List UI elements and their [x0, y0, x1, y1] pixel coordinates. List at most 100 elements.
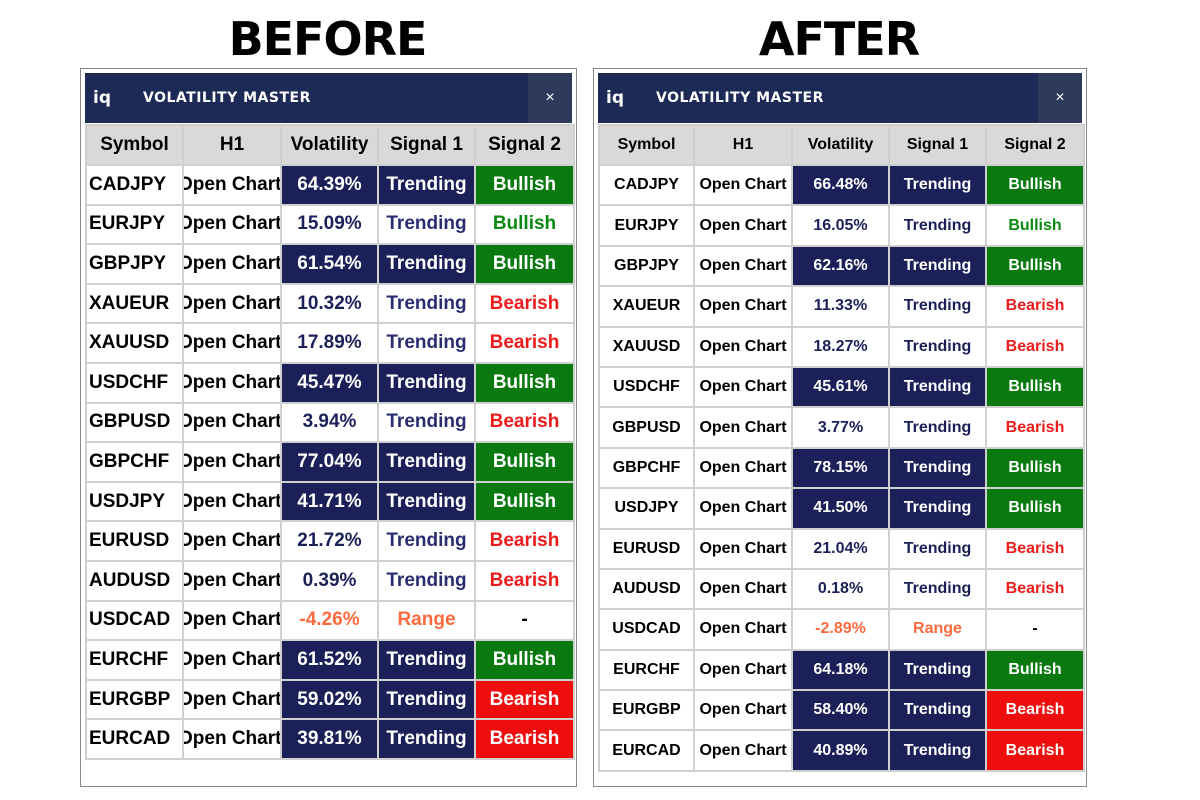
open-chart-link[interactable]: Open Chart — [693, 244, 793, 288]
table-row: XAUEUR Open Chart 11.33% Trending Bearish — [598, 285, 1085, 328]
signal-1-cell: Trending — [888, 204, 987, 247]
open-chart-link[interactable]: Open Chart — [693, 689, 793, 732]
open-chart-link[interactable]: Open Chart — [693, 365, 793, 409]
open-chart-link[interactable]: Open Chart — [182, 599, 282, 642]
signal-2-cell: Bearish — [474, 559, 575, 602]
signal-1-cell: Trending — [888, 365, 987, 409]
signal-2-cell: Bearish — [474, 520, 575, 562]
symbol-cell: EURCHF — [598, 648, 695, 692]
signal-2-cell: Bullish — [985, 365, 1085, 409]
signal-2-cell: - — [985, 608, 1085, 651]
open-chart-link[interactable]: Open Chart — [693, 608, 793, 651]
signal-2-cell: Bullish — [474, 361, 575, 404]
signal-2-cell: Bullish — [474, 203, 575, 246]
volatility-cell: 66.48% — [791, 163, 890, 207]
symbol-cell: XAUEUR — [85, 282, 184, 325]
signal-2-cell: Bearish — [474, 678, 575, 721]
symbol-cell: EURUSD — [598, 527, 695, 570]
signal-2-cell: Bearish — [985, 567, 1085, 611]
symbol-cell: XAUUSD — [598, 325, 695, 368]
symbol-cell: EURCAD — [85, 718, 184, 760]
open-chart-link[interactable]: Open Chart — [182, 480, 282, 523]
open-chart-link[interactable]: Open Chart — [182, 639, 282, 681]
table-row: GBPJPY Open Chart 62.16% Trending Bullish — [598, 244, 1085, 288]
volatility-cell: 0.18% — [791, 567, 890, 611]
open-chart-link[interactable]: Open Chart — [693, 285, 793, 328]
signal-1-cell: Trending — [377, 678, 476, 721]
table-row: EURGBP Open Chart 58.40% Trending Bearish — [598, 689, 1085, 732]
symbol-cell: EURGBP — [598, 689, 695, 732]
open-chart-link[interactable]: Open Chart — [182, 441, 282, 483]
column-header-signal-1: Signal 1 — [377, 124, 476, 166]
symbol-cell: CADJPY — [85, 164, 184, 206]
volatility-cell: 3.77% — [791, 406, 890, 449]
open-chart-link[interactable]: Open Chart — [693, 729, 793, 772]
symbol-cell: USDCAD — [598, 608, 695, 651]
open-chart-link[interactable]: Open Chart — [182, 361, 282, 404]
symbol-cell: AUDUSD — [598, 567, 695, 611]
table-row: EURJPY Open Chart 15.09% Trending Bullish — [85, 203, 575, 246]
table-row: XAUEUR Open Chart 10.32% Trending Bearish — [85, 282, 575, 325]
symbol-cell: XAUEUR — [598, 285, 695, 328]
open-chart-link[interactable]: Open Chart — [182, 718, 282, 760]
symbol-cell: USDCHF — [598, 365, 695, 409]
open-chart-link[interactable]: Open Chart — [182, 164, 282, 206]
table-row: EURCHF Open Chart 61.52% Trending Bullish — [85, 639, 575, 681]
signal-1-cell: Trending — [888, 325, 987, 368]
volatility-cell: 18.27% — [791, 325, 890, 368]
iq-logo: iq — [606, 88, 624, 108]
open-chart-link[interactable]: Open Chart — [182, 520, 282, 562]
open-chart-link[interactable]: Open Chart — [182, 678, 282, 721]
open-chart-link[interactable]: Open Chart — [182, 282, 282, 325]
column-header-h1: H1 — [693, 124, 793, 166]
open-chart-link[interactable]: Open Chart — [693, 163, 793, 207]
signal-2-cell: Bearish — [474, 282, 575, 325]
open-chart-link[interactable]: Open Chart — [693, 527, 793, 570]
table-row: GBPCHF Open Chart 78.15% Trending Bullish — [598, 446, 1085, 490]
open-chart-link[interactable]: Open Chart — [693, 204, 793, 247]
volatility-panel-after: iq VOLATILITY MASTER × Symbol H1 Volatil… — [593, 68, 1087, 787]
signal-1-cell: Trending — [888, 446, 987, 490]
column-header-signal-2: Signal 2 — [985, 124, 1085, 166]
volatility-table: Symbol H1 Volatility Signal 1 Signal 2 C… — [598, 124, 1085, 772]
signal-1-cell: Trending — [377, 322, 476, 364]
close-icon[interactable]: × — [1038, 73, 1082, 123]
panel-titlebar: iq VOLATILITY MASTER × — [598, 73, 1082, 123]
volatility-cell: 11.33% — [791, 285, 890, 328]
volatility-table: Symbol H1 Volatility Signal 1 Signal 2 C… — [85, 124, 575, 760]
open-chart-link[interactable]: Open Chart — [693, 567, 793, 611]
symbol-cell: XAUUSD — [85, 322, 184, 364]
signal-2-cell: Bearish — [985, 285, 1085, 328]
open-chart-link[interactable]: Open Chart — [182, 322, 282, 364]
volatility-cell: 40.89% — [791, 729, 890, 772]
signal-1-cell: Trending — [888, 567, 987, 611]
open-chart-link[interactable]: Open Chart — [182, 203, 282, 246]
open-chart-link[interactable]: Open Chart — [693, 487, 793, 530]
table-row: GBPJPY Open Chart 61.54% Trending Bullish — [85, 243, 575, 285]
signal-2-cell: Bullish — [985, 204, 1085, 247]
table-row: EURCAD Open Chart 39.81% Trending Bearish — [85, 718, 575, 760]
volatility-cell: 15.09% — [280, 203, 379, 246]
open-chart-link[interactable]: Open Chart — [693, 406, 793, 449]
table-row: EURCAD Open Chart 40.89% Trending Bearish — [598, 729, 1085, 772]
panel-title: VOLATILITY MASTER — [143, 90, 311, 106]
open-chart-link[interactable]: Open Chart — [693, 325, 793, 368]
open-chart-link[interactable]: Open Chart — [182, 243, 282, 285]
volatility-cell: -2.89% — [791, 608, 890, 651]
open-chart-link[interactable]: Open Chart — [693, 648, 793, 692]
symbol-cell: USDJPY — [598, 487, 695, 530]
close-icon[interactable]: × — [528, 73, 572, 123]
open-chart-link[interactable]: Open Chart — [182, 401, 282, 444]
table-body: CADJPY Open Chart 64.39% Trending Bullish EUR… — [85, 164, 575, 760]
open-chart-link[interactable]: Open Chart — [182, 559, 282, 602]
table-row: USDCHF Open Chart 45.47% Trending Bullish — [85, 361, 575, 404]
panel-titlebar: iq VOLATILITY MASTER × — [85, 73, 572, 123]
open-chart-link[interactable]: Open Chart — [693, 446, 793, 490]
signal-1-cell: Trending — [377, 282, 476, 325]
table-row: XAUUSD Open Chart 17.89% Trending Bearish — [85, 322, 575, 364]
signal-2-cell: Bullish — [474, 243, 575, 285]
signal-2-cell: Bullish — [985, 446, 1085, 490]
volatility-cell: -4.26% — [280, 599, 379, 642]
signal-1-cell: Trending — [888, 406, 987, 449]
symbol-cell: GBPUSD — [85, 401, 184, 444]
